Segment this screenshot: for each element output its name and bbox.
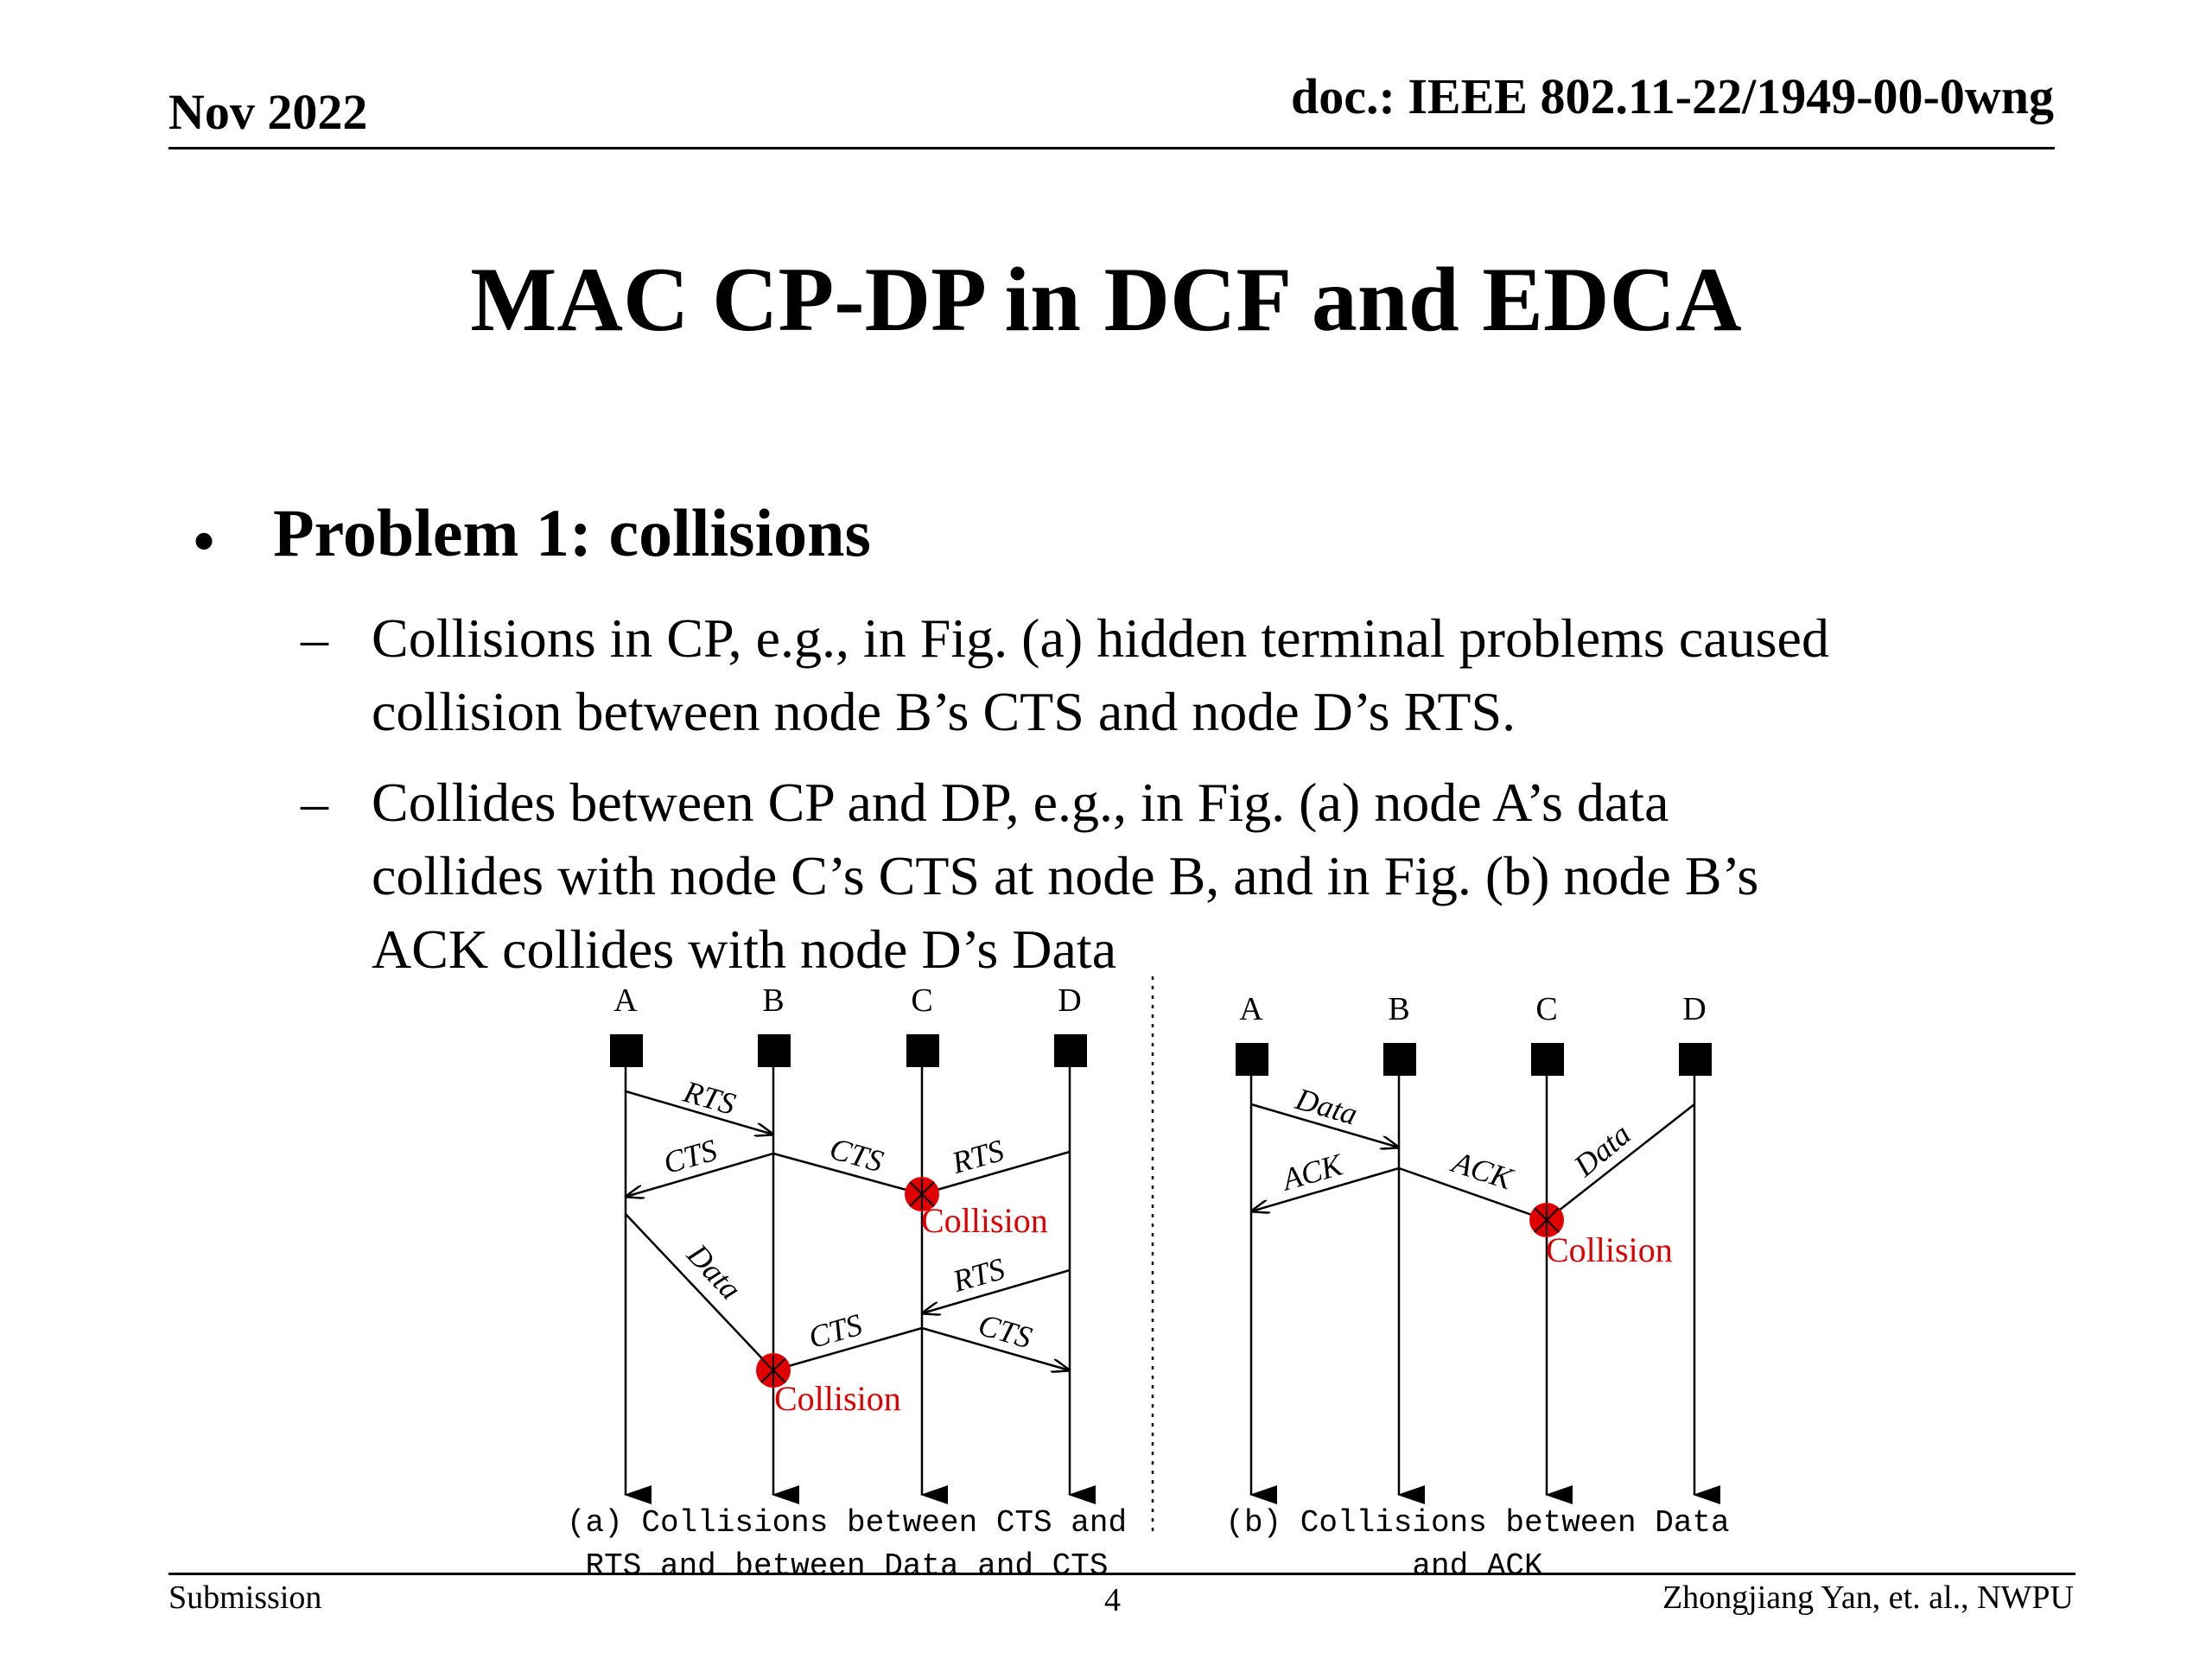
fig-b-collision-label: Collision <box>1546 1230 1673 1269</box>
fig-a-cts-label-3: CTS <box>804 1307 866 1356</box>
header-doc-id: doc.: IEEE 802.11-22/1949-00-0wng <box>1291 68 2054 124</box>
fig-a-node-d <box>1054 1034 1087 1067</box>
fig-b-node-c <box>1531 1043 1564 1076</box>
fig-a-caption-line-1: (a) Collisions between CTS and <box>567 1505 1127 1541</box>
sub-bullet-marker-2: – <box>301 772 328 833</box>
fig-b-node-label-c: C <box>1535 991 1557 1027</box>
fig-b-data-label-2: Data <box>1567 1116 1637 1184</box>
footer-submission: Submission <box>168 1580 322 1616</box>
fig-b-data-label-1: Data <box>1291 1081 1361 1132</box>
fig-a-collision-star-2 <box>760 1355 786 1386</box>
fig-a-cts-label-2: CTS <box>826 1131 887 1179</box>
fig-b-node-label-b: B <box>1388 991 1409 1027</box>
fig-b-node-label-a: A <box>1239 991 1263 1027</box>
fig-b-data-line-d-to-c <box>1546 1103 1695 1221</box>
fig-a-node-label-c: C <box>911 982 932 1019</box>
fig-a-node-b <box>758 1034 791 1067</box>
fig-a-collision-label-1: Collision <box>921 1201 1048 1240</box>
fig-a-rts-line-d-to-c <box>921 1150 1071 1196</box>
fig-a-collision-label-2: Collision <box>774 1379 901 1418</box>
fig-a-cts-label-1: CTS <box>659 1133 721 1181</box>
fig-a-data-line-a-to-b <box>625 1213 774 1371</box>
fig-b-ack-line-b-to-c <box>1398 1166 1548 1222</box>
fig-b-node-d <box>1679 1043 1712 1076</box>
fig-a-cts-arrow-c-to-d <box>921 1326 1070 1370</box>
fig-a-node-label-d: D <box>1058 982 1081 1019</box>
fig-a-node-a <box>610 1034 643 1067</box>
sub-bullet-2-line-2: collides with node C’s CTS at node B, an… <box>372 845 1759 906</box>
sub-bullet-2: Collides between CP and DP, e.g., in Fig… <box>372 766 2134 986</box>
fig-a-rts-label-1: RTS <box>679 1074 740 1122</box>
footer-authors: Zhongjiang Yan, et. al., NWPU <box>1662 1580 2074 1616</box>
bullet-marker: • <box>192 504 217 580</box>
fig-b-ack-arrow-b-to-a <box>1251 1166 1400 1211</box>
fig-b-ack-label-1: ACK <box>1277 1147 1348 1198</box>
fig-a-cts-label-4: CTS <box>975 1307 1036 1356</box>
fig-a-caption-line-2: RTS and between Data and CTS <box>586 1548 1109 1584</box>
fig-b-node-b <box>1383 1043 1416 1076</box>
fig-a-data-label: Data <box>680 1236 748 1306</box>
fig-a-rts-arrow-d-to-c <box>922 1268 1071 1313</box>
header-rule <box>168 147 2055 149</box>
fig-a-node-label-a: A <box>613 982 638 1019</box>
sub-bullet-1-line-2: collision between node B’s CTS and node … <box>372 681 1516 742</box>
fig-a-rts-label-2: RTS <box>947 1133 1007 1180</box>
fig-a-rts-arrow-a-to-b <box>625 1090 773 1135</box>
fig-b-caption-line-2: and ACK <box>1412 1548 1543 1584</box>
footer-page-number: 4 <box>1104 1582 1121 1618</box>
fig-a-node-c <box>906 1034 939 1067</box>
footer-rule <box>168 1573 2075 1575</box>
sub-bullet-2-line-1: Collides between CP and DP, e.g., in Fig… <box>372 772 1669 833</box>
sub-bullet-2-line-3: ACK collides with node D’s Data <box>372 918 1117 980</box>
sub-bullet-marker-1: – <box>301 607 328 669</box>
figure-b: A B C D Data ACK ACK Data Collision (b) … <box>1225 991 1729 1584</box>
fig-b-caption-line-1: (b) Collisions between Data <box>1225 1505 1729 1541</box>
fig-a-cts-line-b-to-c <box>772 1152 923 1196</box>
figure-a: A B C D RTS CTS CTS RTS Collision Data <box>567 982 1127 1584</box>
fig-b-data-arrow-a-to-b <box>1250 1103 1399 1147</box>
fig-a-cts-arrow-b-to-a <box>626 1152 774 1197</box>
fig-b-node-label-d: D <box>1682 991 1706 1027</box>
fig-a-cts-line-c-to-b <box>772 1326 923 1372</box>
header-date: Nov 2022 <box>168 84 368 140</box>
fig-a-node-label-b: B <box>762 982 784 1019</box>
sub-bullet-1-line-1: Collisions in CP, e.g., in Fig. (a) hidd… <box>372 607 1829 669</box>
fig-b-collision-star <box>1534 1205 1560 1236</box>
sub-bullet-1: Collisions in CP, e.g., in Fig. (a) hidd… <box>372 601 2134 748</box>
bullet-heading: Problem 1: collisions <box>273 495 871 570</box>
slide-title: MAC CP-DP in DCF and EDCA <box>470 249 1742 350</box>
fig-b-node-a <box>1236 1043 1268 1076</box>
fig-a-collision-star-1 <box>909 1179 935 1210</box>
